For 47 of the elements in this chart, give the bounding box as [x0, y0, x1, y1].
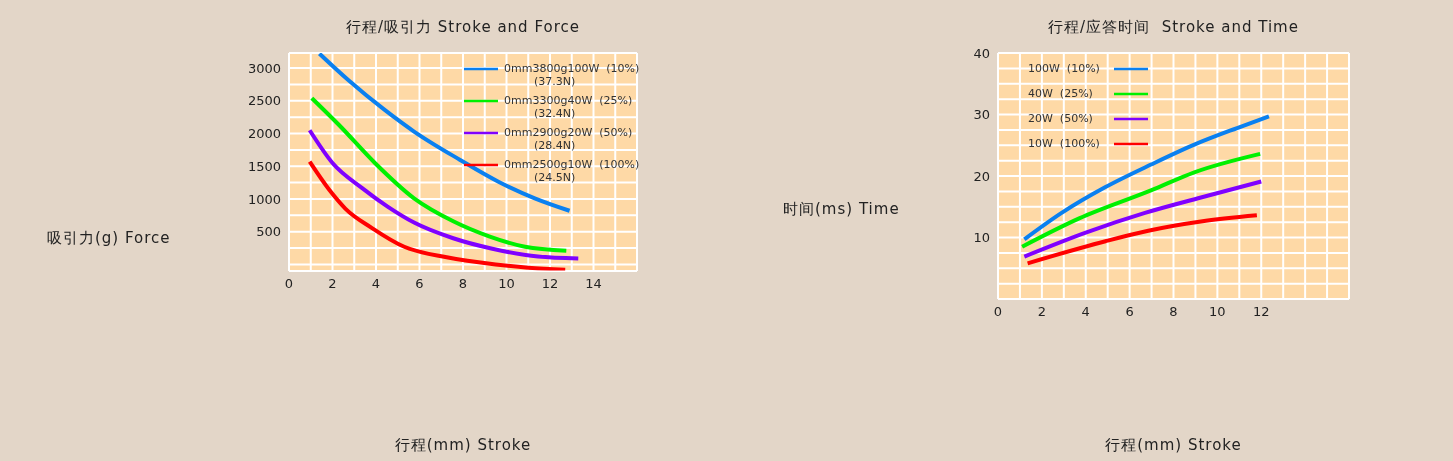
annotation: (28.4N) [533, 139, 577, 152]
line-series [1025, 213, 1259, 266]
line-series [1022, 179, 1264, 259]
x-tick-label: 2 [1037, 304, 1047, 320]
annotation: (32.4N) [533, 107, 577, 120]
legend-label: 0mm3800g100W (10%) [504, 62, 641, 75]
legend-label: 0mm2900g20W (50%) [504, 126, 634, 139]
y-tick-label: 20 [973, 168, 990, 184]
legend-label: 10W (100%) [1028, 137, 1101, 150]
x-tick-label: 4 [1081, 304, 1090, 320]
x-tick-label: 12 [541, 276, 559, 292]
x-tick-label: 8 [458, 276, 468, 292]
chart-title: 行程/应答时间 Stroke and Time [1047, 18, 1300, 37]
legend-label: 0mm3300g40W (25%) [504, 94, 634, 107]
x-tick-label: 6 [415, 276, 424, 292]
x-tick-label: 2 [328, 276, 337, 292]
x-tick-label: 0 [993, 304, 1003, 320]
y-tick-label: 30 [973, 107, 990, 123]
legend-label: 40W (25%) [1028, 87, 1094, 100]
y-tick-label: 500 [256, 224, 281, 240]
legend-label: 0mm2500g10W (100%) [504, 158, 641, 171]
annotation: (24.5N) [533, 171, 577, 184]
x-tick-label: 14 [585, 276, 602, 292]
y-tick-label: 10 [973, 230, 990, 246]
annotation: (37.3N) [533, 75, 577, 88]
legend-label: 100W (10%) [1028, 62, 1101, 75]
chart-title: 行程/吸引力 Stroke and Force [345, 18, 581, 37]
x-tick-label: 6 [1125, 304, 1134, 320]
y-tick-label: 40 [973, 45, 990, 61]
y-tick-label: 2000 [247, 126, 281, 142]
x-tick-label: 0 [284, 276, 294, 292]
x-tick-label: 10 [1209, 304, 1226, 320]
y-tick-label: 3000 [247, 60, 281, 76]
line-series [1022, 114, 1271, 242]
x-axis-title: 行程(mm) Stroke [393, 436, 533, 455]
y-axis-title: 时间(ms) Time [783, 200, 900, 219]
x-tick-label: 10 [498, 276, 515, 292]
y-tick-label: 1500 [247, 158, 281, 174]
y-axis-title: 吸引力(g) Force [47, 229, 171, 248]
line-series [1020, 151, 1263, 249]
x-tick-label: 12 [1252, 304, 1270, 320]
y-tick-label: 2500 [247, 93, 281, 109]
x-tick-label: 4 [371, 276, 381, 292]
legend-label: 20W (50%) [1028, 112, 1094, 125]
x-axis-title: 行程(mm) Stroke [1104, 436, 1243, 455]
y-tick-label: 1000 [247, 191, 281, 207]
x-tick-label: 8 [1169, 304, 1178, 320]
